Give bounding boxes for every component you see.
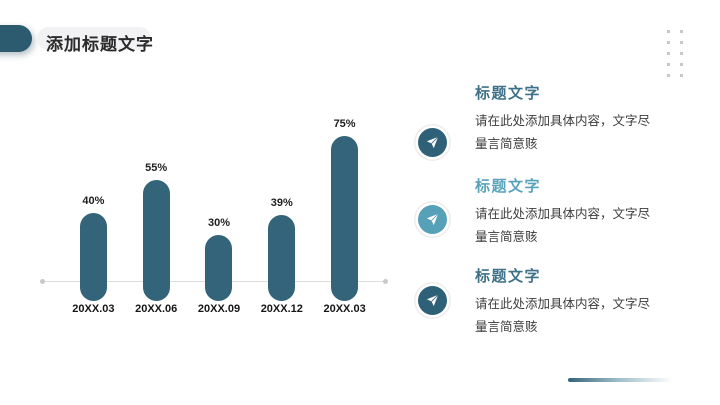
dot — [680, 52, 683, 55]
bar-value-label: 75% — [333, 118, 356, 130]
dots-decoration — [667, 30, 683, 77]
paper-plane-icon — [418, 205, 447, 234]
category-label: 20XX.12 — [260, 303, 303, 315]
bar-column: 30% — [188, 108, 251, 301]
info-body-line: 量言简意赅 — [475, 230, 538, 244]
bar-column: 55% — [125, 108, 188, 301]
info-text: 标题文字 请在此处添加具体内容，文字尽 量言简意赅 — [475, 177, 687, 249]
info-body: 请在此处添加具体内容，文字尽 量言简意赅 — [475, 293, 687, 339]
bar-value-label: 39% — [270, 197, 293, 209]
dot — [680, 41, 683, 44]
title-accent-pill — [0, 25, 32, 52]
bars-row: 40% 55% 30% 39% 75% — [62, 108, 376, 301]
bar — [331, 136, 359, 301]
info-list: 标题文字 请在此处添加具体内容，文字尽 量言简意赅 标题文字 请在此处添加具体内容… — [417, 84, 687, 339]
category-label: 20XX.03 — [323, 303, 366, 315]
info-body-line: 请在此处添加具体内容，文字尽 — [475, 207, 651, 221]
info-heading: 标题文字 — [475, 85, 542, 102]
info-body-line: 请在此处添加具体内容，文字尽 — [475, 114, 651, 128]
info-heading: 标题文字 — [475, 268, 542, 285]
category-label: 20XX.06 — [135, 303, 178, 315]
bar — [205, 235, 233, 301]
info-body-line: 量言简意赅 — [475, 320, 538, 334]
title-background-pill — [37, 27, 151, 50]
page-title: 添加标题文字 — [46, 35, 154, 54]
dot — [680, 63, 683, 66]
dot — [667, 52, 670, 55]
bar-value-label: 30% — [207, 217, 230, 229]
info-text: 标题文字 请在此处添加具体内容，文字尽 量言简意赅 — [475, 84, 687, 156]
categories-row: 20XX.03 20XX.06 20XX.09 20XX.12 20XX.03 — [62, 303, 376, 315]
bar-chart: 40% 55% 30% 39% 75% 20XX.03 20XX.06 20XX.09 20X… — [40, 108, 388, 323]
paper-plane-icon — [418, 286, 447, 315]
dot — [667, 41, 670, 44]
info-body: 请在此处添加具体内容，文字尽 量言简意赅 — [475, 203, 687, 249]
info-text: 标题文字 请在此处添加具体内容，文字尽 量言简意赅 — [475, 267, 687, 339]
bar-column: 40% — [62, 108, 125, 301]
info-item: 标题文字 请在此处添加具体内容，文字尽 量言简意赅 — [417, 84, 687, 157]
dot — [680, 74, 683, 77]
info-body-line: 量言简意赅 — [475, 137, 538, 151]
bar-column: 75% — [313, 108, 376, 301]
info-item: 标题文字 请在此处添加具体内容，文字尽 量言简意赅 — [417, 267, 687, 339]
info-body: 请在此处添加具体内容，文字尽 量言简意赅 — [475, 110, 687, 156]
footer-accent-line — [568, 378, 678, 382]
category-label: 20XX.03 — [72, 303, 115, 315]
category-label: 20XX.09 — [197, 303, 241, 315]
bar — [268, 215, 296, 301]
dot — [680, 30, 683, 33]
info-item: 标题文字 请在此处添加具体内容，文字尽 量言简意赅 — [417, 177, 687, 249]
bar — [79, 213, 107, 301]
info-heading: 标题文字 — [475, 178, 542, 195]
bar-value-label: 40% — [82, 195, 105, 207]
dot — [667, 30, 670, 33]
bar — [142, 180, 170, 301]
paper-plane-icon — [418, 128, 447, 157]
dot — [667, 74, 670, 77]
bar-value-label: 55% — [145, 162, 168, 174]
info-body-line: 请在此处添加具体内容，文字尽 — [475, 297, 651, 311]
bar-column: 39% — [250, 108, 313, 301]
dot — [667, 63, 670, 66]
